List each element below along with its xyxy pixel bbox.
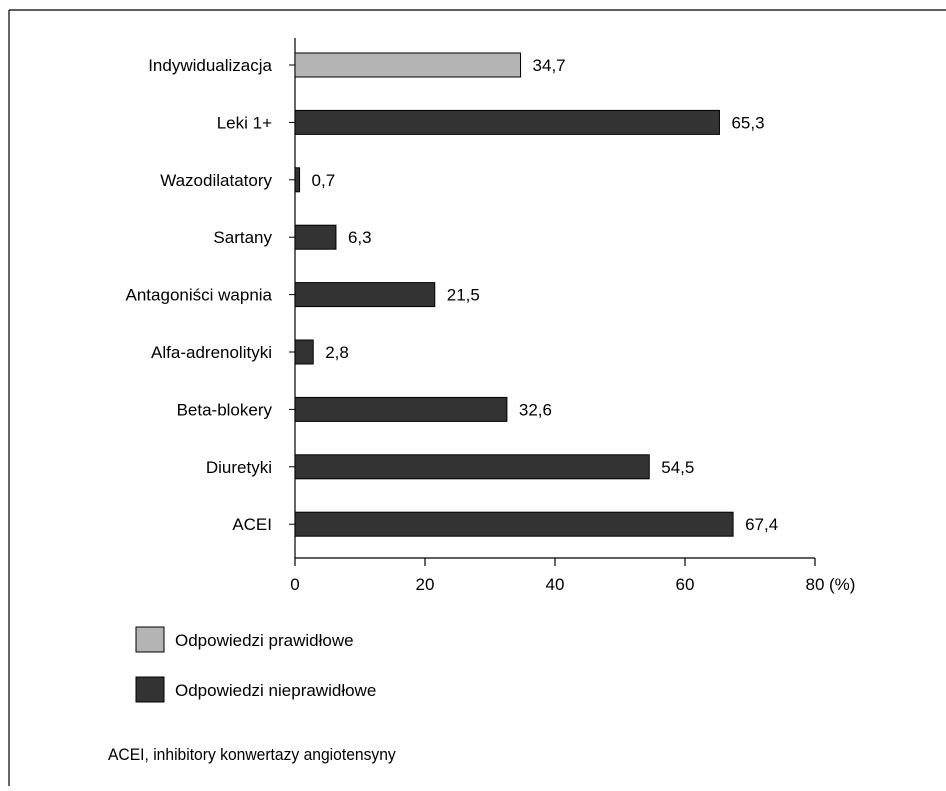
data-label: 65,3: [731, 113, 764, 132]
footnote: ACEI, inhibitory konwertazy angiotensyny: [108, 745, 396, 764]
legend: Odpowiedzi prawidłowe Odpowiedzi nieprawi…: [135, 626, 376, 703]
bar: [294, 109, 720, 135]
category-label: ACEI: [232, 515, 272, 534]
bar: [294, 282, 436, 308]
x-tick-label: 20: [416, 575, 435, 594]
data-label: 54,5: [661, 458, 694, 477]
data-label: 6,3: [348, 228, 372, 247]
data-label: 32,6: [519, 400, 552, 419]
bar: [294, 52, 522, 78]
category-label: Sartany: [213, 228, 272, 247]
bar: [294, 167, 301, 193]
category-label: Diuretyki: [206, 458, 272, 477]
legend-swatch: [135, 676, 165, 703]
data-label: 2,8: [325, 343, 349, 362]
x-tick-label: 80: [806, 575, 825, 594]
x-tick-label: 0: [290, 575, 299, 594]
x-tick-label: 40: [546, 575, 565, 594]
plot-area: Indywidualizacja 34,7 Leki 1+ 65,3 Wazodilat…: [126, 38, 855, 594]
category-label: Alfa-adrenolityki: [151, 343, 272, 362]
category-label: Indywidualizacja: [148, 56, 272, 75]
legend-label: Odpowiedzi prawidłowe: [175, 631, 354, 650]
bar: [294, 224, 337, 250]
category-label: Beta-blokery: [177, 400, 273, 419]
category-label: Antagoniści wapnia: [126, 286, 273, 305]
category-label: Leki 1+: [217, 113, 272, 132]
x-tick-label: 60: [676, 575, 695, 594]
data-label: 21,5: [447, 286, 480, 305]
bar: [294, 454, 650, 480]
category-label: Wazodilatatory: [160, 171, 272, 190]
legend-swatch: [135, 626, 165, 653]
bar: [294, 339, 314, 365]
x-unit-label: (%): [829, 575, 855, 594]
bar: [294, 396, 508, 422]
bar: [294, 511, 734, 537]
data-label: 34,7: [533, 56, 566, 75]
data-label: 0,7: [312, 171, 336, 190]
legend-label: Odpowiedzi nieprawidłowe: [175, 681, 376, 700]
data-label: 67,4: [745, 515, 778, 534]
